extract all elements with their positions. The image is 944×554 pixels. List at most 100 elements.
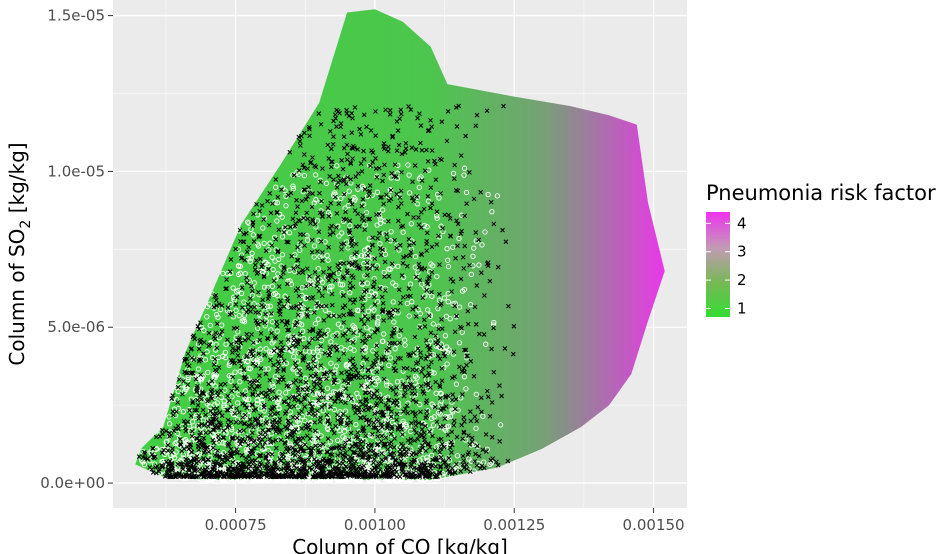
point-cross	[473, 322, 479, 327]
point-circle	[479, 242, 485, 248]
point-circle	[338, 324, 344, 330]
point-circle	[429, 293, 435, 299]
point-circle	[290, 185, 296, 192]
point-circle	[251, 340, 257, 346]
point-circle	[491, 319, 497, 326]
point-circle	[274, 218, 280, 224]
point-cross	[264, 462, 270, 468]
point-circle	[222, 387, 228, 393]
point-circle	[223, 341, 229, 347]
point-circle	[279, 234, 286, 240]
point-circle	[255, 243, 262, 249]
point-circle	[350, 323, 356, 329]
point-circle	[392, 346, 398, 352]
point-circle	[334, 456, 341, 462]
point-cross	[285, 327, 290, 333]
y-axis-title: Column of SO2 [kg/kg]	[5, 142, 34, 365]
point-cross	[273, 445, 279, 451]
point-cross	[367, 375, 373, 381]
point-circle	[233, 334, 239, 341]
point-circle	[311, 243, 318, 249]
point-circle	[453, 381, 460, 387]
point-circle	[261, 445, 267, 452]
point-cross	[315, 274, 321, 280]
point-circle	[262, 440, 268, 447]
point-cross	[437, 449, 443, 455]
point-circle	[443, 313, 450, 320]
point-circle	[183, 386, 189, 393]
point-cross	[410, 367, 416, 373]
point-cross	[288, 224, 293, 230]
point-cross	[381, 146, 387, 152]
point-circle	[220, 270, 226, 277]
point-cross	[336, 357, 342, 363]
point-circle	[316, 353, 322, 359]
point-circle	[325, 414, 331, 420]
point-circle	[249, 292, 256, 298]
point-circle	[283, 360, 290, 366]
point-circle	[350, 398, 356, 404]
point-cross	[402, 384, 407, 390]
point-cross	[386, 397, 392, 403]
point-cross	[244, 280, 250, 285]
point-circle	[473, 425, 479, 432]
point-circle	[335, 321, 342, 327]
point-circle	[334, 163, 340, 169]
point-cross	[320, 388, 325, 394]
point-cross	[403, 140, 409, 146]
point-circle	[209, 354, 216, 361]
point-cross	[465, 308, 471, 314]
point-cross	[320, 166, 325, 171]
point-circle	[430, 263, 436, 269]
y-tick-label: 1.5e-05	[47, 7, 105, 25]
point-circle	[429, 463, 435, 469]
point-circle	[381, 331, 387, 337]
x-tick-label: 0.00075	[205, 516, 267, 534]
point-cross	[305, 295, 311, 301]
point-circle	[325, 393, 332, 400]
point-cross	[244, 405, 250, 411]
point-circle	[183, 385, 189, 391]
point-circle	[444, 246, 450, 252]
point-cross	[317, 328, 323, 334]
point-circle	[373, 342, 380, 348]
point-circle	[409, 238, 415, 244]
point-cross	[346, 393, 351, 398]
point-cross	[175, 384, 181, 390]
point-circle	[337, 427, 343, 434]
point-circle	[249, 250, 255, 256]
point-cross	[274, 319, 279, 325]
point-circle	[299, 413, 305, 420]
point-circle	[277, 211, 283, 218]
point-cross	[324, 412, 330, 418]
point-cross	[356, 445, 361, 450]
point-circle	[175, 388, 181, 395]
point-cross	[397, 195, 403, 200]
point-circle	[385, 193, 391, 199]
point-cross	[436, 233, 441, 239]
point-circle	[241, 312, 248, 318]
point-circle	[212, 347, 219, 353]
point-circle	[255, 392, 261, 399]
point-circle	[384, 382, 390, 388]
point-circle	[166, 434, 173, 440]
point-circle	[236, 228, 242, 234]
point-circle	[438, 391, 444, 397]
point-circle	[457, 304, 463, 310]
point-cross	[331, 380, 337, 386]
point-circle	[273, 276, 279, 282]
point-circle	[283, 193, 289, 200]
x-axis-title: Column of CO [kg/kg]	[292, 535, 508, 554]
point-circle	[417, 401, 423, 408]
point-cross	[471, 196, 477, 202]
point-circle	[312, 320, 319, 327]
point-circle	[440, 228, 446, 235]
point-circle	[425, 198, 432, 204]
point-circle	[269, 340, 275, 346]
point-circle	[314, 391, 320, 397]
point-circle	[261, 240, 267, 247]
point-circle	[286, 453, 292, 460]
point-cross	[322, 331, 328, 337]
point-circle	[283, 390, 289, 396]
point-cross	[240, 401, 246, 406]
